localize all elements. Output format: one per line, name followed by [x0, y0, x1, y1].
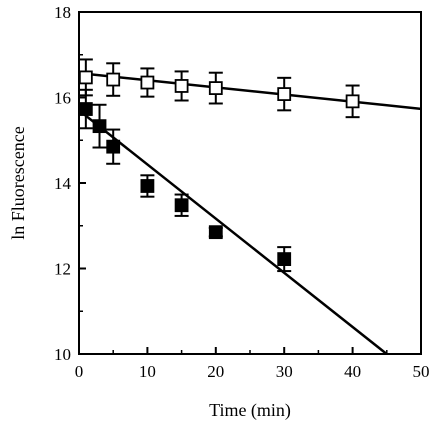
open-square-marker — [345, 94, 360, 109]
filled-square-marker — [92, 119, 107, 134]
data-point — [277, 76, 292, 112]
data-point — [174, 193, 189, 217]
data-point — [78, 58, 93, 97]
open-square-marker — [106, 72, 121, 87]
x-tick-label: 10 — [139, 362, 156, 381]
axes — [78, 11, 422, 355]
y-tick-label: 14 — [54, 174, 72, 193]
plot-frame — [78, 11, 422, 355]
open-square-marker — [208, 81, 223, 95]
data-point — [345, 84, 360, 119]
open-square-marker — [140, 75, 155, 90]
data-point — [140, 174, 155, 198]
data-point — [208, 225, 223, 240]
y-tick-labels: 10 12 14 16 18 — [54, 3, 72, 364]
x-tick-labels: 0 10 20 30 40 50 — [75, 362, 430, 381]
filled-square-marker — [174, 198, 189, 213]
fit-lines — [79, 71, 421, 354]
filled-square-marker — [78, 102, 93, 116]
y-tick-label: 18 — [54, 3, 71, 22]
filled-square-marker — [277, 252, 292, 266]
open-square-marker — [174, 79, 189, 93]
data-point — [78, 88, 93, 130]
fit-line-series-1 — [79, 71, 421, 111]
y-tick-label: 12 — [54, 260, 71, 279]
data-points — [78, 58, 360, 273]
filled-square-marker — [106, 139, 121, 154]
data-point — [106, 62, 121, 97]
open-square-marker — [78, 70, 93, 85]
x-tick-label: 20 — [207, 362, 224, 381]
open-square-marker — [277, 87, 292, 101]
fit-line-series-2 — [79, 109, 389, 354]
data-point — [106, 128, 121, 165]
y-tick-label: 10 — [54, 345, 71, 364]
x-tick-label: 0 — [75, 362, 84, 381]
data-point — [140, 67, 155, 98]
y-tick-label: 16 — [54, 89, 71, 108]
y-axis-label: ln Fluorescence — [8, 126, 28, 239]
filled-square-marker — [140, 179, 155, 193]
x-tick-label: 50 — [413, 362, 430, 381]
x-tick-label: 30 — [276, 362, 293, 381]
data-point — [92, 103, 107, 149]
data-point — [277, 246, 292, 273]
data-point — [208, 71, 223, 105]
x-axis-label: Time (min) — [209, 400, 291, 421]
filled-square-marker — [208, 225, 223, 240]
data-point — [174, 70, 189, 102]
x-tick-label: 40 — [344, 362, 361, 381]
